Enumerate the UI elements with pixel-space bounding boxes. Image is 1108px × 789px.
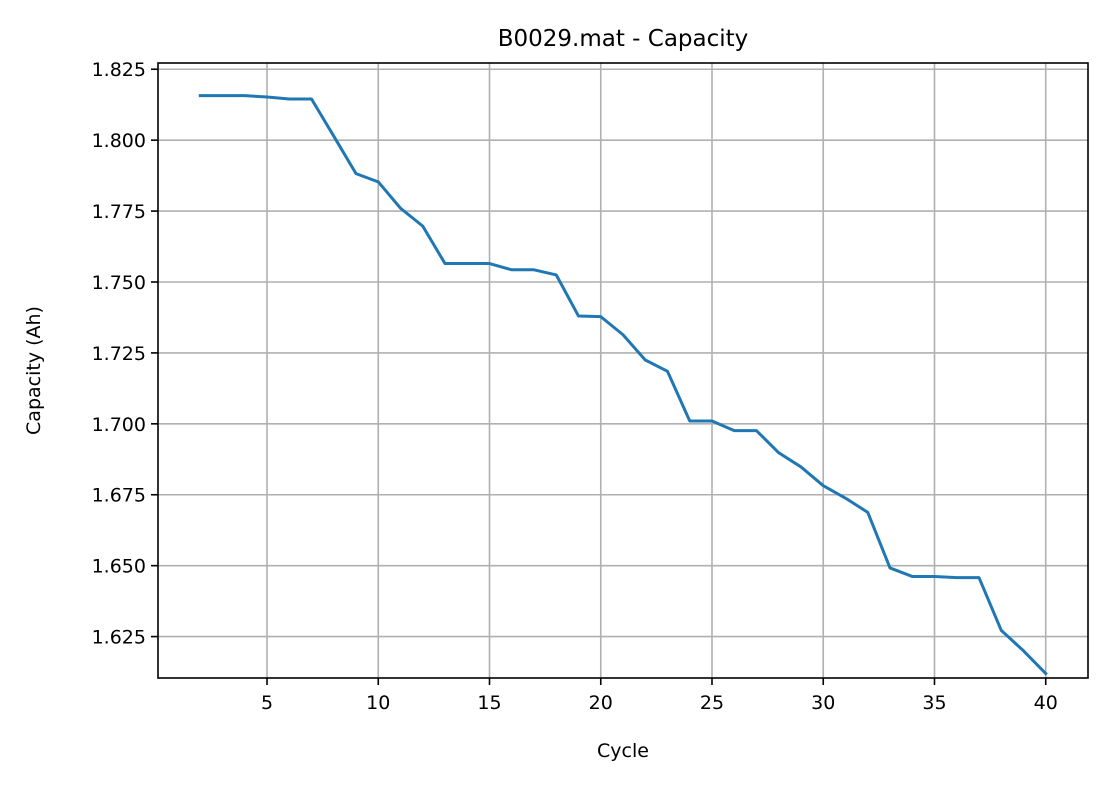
y-tick-label: 1.725 [92,343,146,365]
y-tick-label: 1.700 [92,414,146,436]
x-axis-ticks: 5 10 15 20 25 30 35 40 [261,678,1058,714]
y-tick-label: 1.825 [92,59,146,81]
plot-frame [157,62,1089,679]
chart-title: B0029.mat - Capacity [498,26,749,52]
y-tick-label: 1.650 [92,556,146,578]
x-tick-label: 25 [700,692,724,714]
y-tick-label: 1.675 [92,485,146,507]
series-layer [198,94,1048,676]
grid-lines [158,63,1088,678]
y-tick-label: 1.775 [92,201,146,223]
x-tick-label: 10 [366,692,390,714]
x-axis-label: Cycle [597,740,649,762]
y-tick-label: 1.800 [92,130,146,152]
x-tick-label: 5 [261,692,273,714]
y-tick-label: 1.625 [92,627,146,649]
x-tick-label: 30 [811,692,835,714]
x-tick-label: 40 [1034,692,1058,714]
x-tick-label: 35 [922,692,946,714]
x-tick-label: 20 [589,692,613,714]
y-axis-ticks: 1.625 1.650 1.675 1.700 1.725 1.750 1.775 1.800… [92,59,158,649]
y-axis-label: Capacity (Ah) [23,306,45,435]
x-tick-label: 15 [477,692,501,714]
y-tick-label: 1.750 [92,272,146,294]
capacity-series-line [198,94,1048,676]
